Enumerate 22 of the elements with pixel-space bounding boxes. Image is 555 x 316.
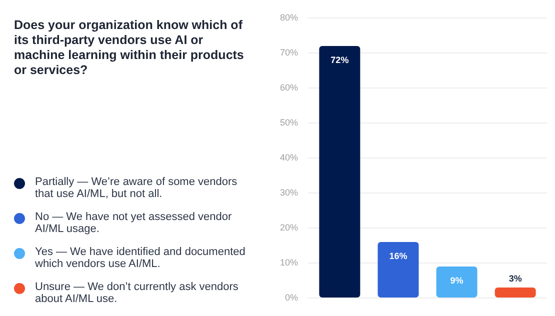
legend-label: Unsure — We don’t currently ask vendors about AI/ML use. [35, 281, 240, 305]
legend-label: No — We have not yet assessed vendor AI/ML usage. [35, 211, 233, 235]
bar [436, 266, 478, 298]
y-tick-label: 70% [280, 47, 298, 58]
bar [319, 46, 360, 298]
y-tick-label: 20% [280, 222, 298, 232]
text: Does your organization know which of its third-party vendors use AI or machine learning within their products or services? [14, 18, 245, 78]
y-tick-label: 30% [280, 187, 298, 198]
bar [494, 288, 536, 298]
legend-label: Partially — We’re aware of some vendors that use AI/ML, but not all. [35, 176, 238, 200]
text: 16% [389, 250, 408, 261]
bar [378, 242, 419, 298]
y-tick-label: 50% [280, 117, 298, 128]
y-tick-label: 10% [280, 257, 298, 268]
y-tick-label: 60% [280, 82, 298, 92]
y-tick-label: 80% [280, 12, 298, 22]
legend-label: Yes — We have identified and documented which vendors use AI/ML. [35, 246, 246, 270]
y-tick-label: 40% [280, 152, 298, 162]
y-tick-label: 0% [285, 292, 298, 302]
text: 9% [450, 275, 464, 286]
text: 3% [508, 273, 522, 284]
text: 72% [330, 54, 349, 65]
